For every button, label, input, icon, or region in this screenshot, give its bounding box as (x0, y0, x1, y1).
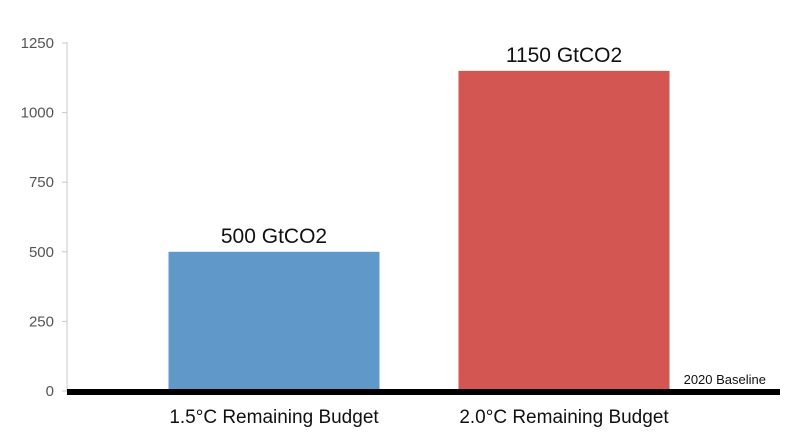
x-category-label: 1.5°C Remaining Budget (169, 407, 379, 428)
y-tick-label: 0 (46, 383, 54, 400)
y-tick-label: 1000 (21, 105, 54, 122)
baseline-label: 2020 Baseline (684, 372, 766, 387)
bar-value-label: 1150 GtCO2 (506, 44, 622, 67)
y-axis-ticks: 0 250 500 750 1000 1250 (21, 35, 67, 400)
bar (458, 70, 670, 391)
y-tick-label: 1250 (21, 35, 54, 52)
y-tick-label: 750 (29, 174, 54, 191)
bars (168, 70, 670, 391)
bar (168, 251, 380, 391)
x-category-label: 2.0°C Remaining Budget (459, 407, 669, 428)
baseline-line (67, 389, 780, 395)
y-tick-label: 500 (29, 244, 54, 261)
y-tick-label: 250 (29, 313, 54, 330)
bar-data-labels: 500 GtCO2 1150 GtCO2 (221, 44, 622, 248)
x-axis-category-labels: 1.5°C Remaining Budget 2.0°C Remaining Bu… (169, 407, 669, 428)
bar-value-label: 500 GtCO2 (221, 225, 327, 248)
